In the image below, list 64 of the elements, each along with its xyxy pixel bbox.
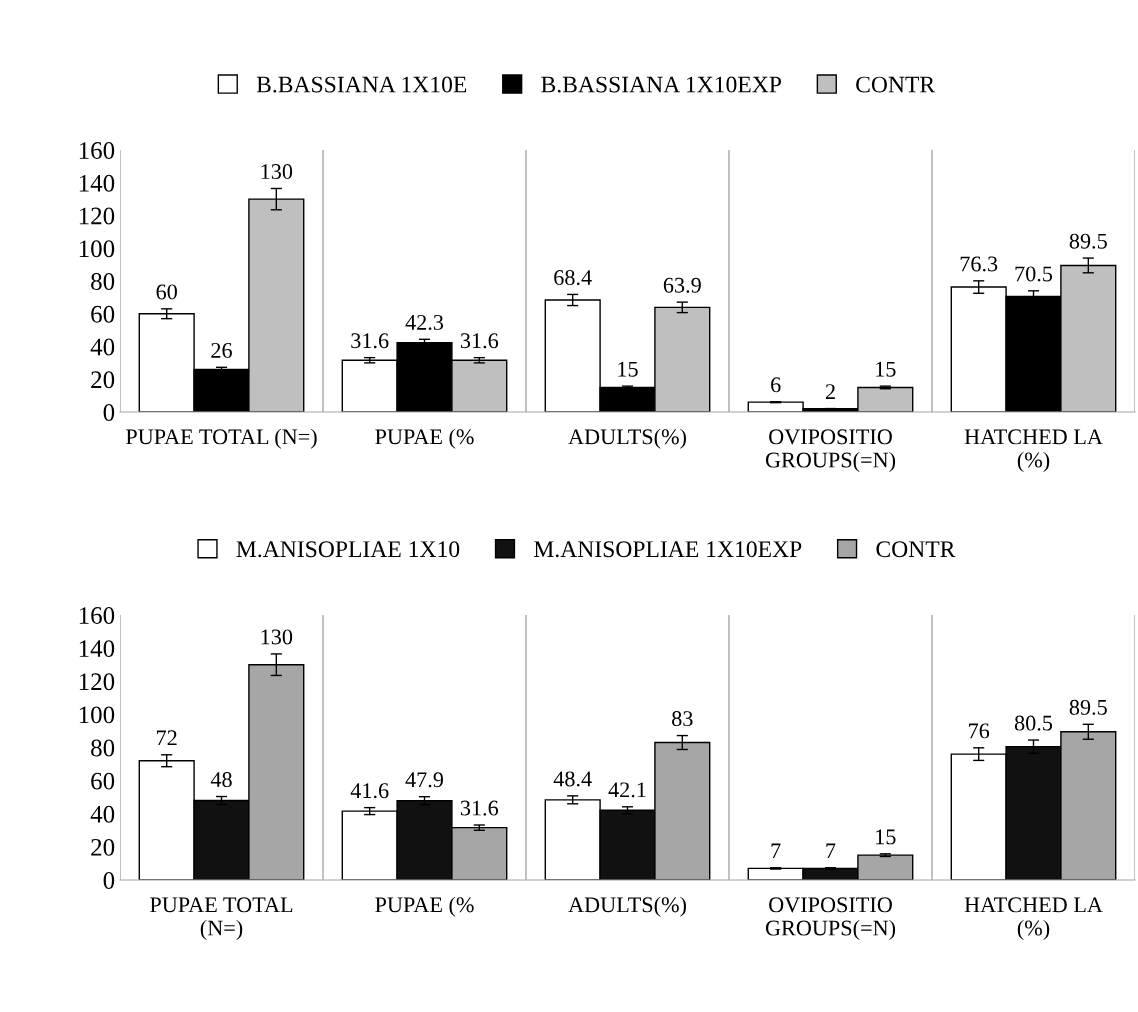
y-tick-label: 40 (90, 338, 115, 356)
data-label: 89.5 (1069, 699, 1107, 715)
data-label: 83 (672, 711, 693, 727)
data-label: 15 (618, 361, 638, 377)
y-tick-label: 80 (91, 739, 115, 757)
data-label: 70.5 (1015, 266, 1053, 282)
data-label: 89.5 (1069, 233, 1107, 249)
data-label: 31.6 (351, 333, 389, 349)
y-tick-label: 20 (91, 838, 115, 856)
y-tick-label: 0 (103, 404, 115, 421)
x-tick-label: OVIPOSITIO GROUPS(=N) (765, 897, 896, 941)
data-label: 76 (969, 723, 990, 739)
y-tick-label: 60 (91, 305, 115, 323)
legend-label: CONTR (856, 76, 936, 93)
y-tick-label: 60 (91, 772, 115, 790)
data-label: 26 (211, 342, 232, 358)
x-tick-label: PUPAE TOTAL (N=) (126, 428, 317, 449)
x-tick-label: OVIPOSITIO GROUPS(=N) (765, 429, 896, 473)
data-label: 48 (210, 772, 232, 788)
data-label: 80.5 (1014, 715, 1053, 731)
data-label: 130 (261, 629, 293, 645)
data-label: 48.4 (553, 771, 592, 787)
legend-label: M.ANISOPLIAE 1X10 (236, 541, 460, 558)
y-tick-label: 120 (79, 673, 115, 691)
y-tick-label: 160 (79, 607, 115, 624)
y-tick-label: 40 (90, 805, 115, 823)
data-label: 15 (876, 361, 896, 377)
data-label: 31.6 (460, 800, 499, 816)
data-label: 130 (261, 164, 293, 180)
y-tick-label: 120 (79, 207, 115, 225)
legend-label: CONTR (876, 541, 956, 558)
y-tick-label: 140 (79, 174, 115, 192)
data-label: 42.1 (608, 782, 646, 798)
data-label: 15 (876, 829, 896, 845)
data-label: 60 (156, 284, 177, 300)
y-tick-label: 80 (91, 273, 115, 290)
data-label: 6 (771, 377, 781, 393)
y-tick-label: 140 (79, 640, 115, 658)
y-tick-label: 100 (79, 706, 115, 724)
data-label: 63.9 (663, 277, 701, 293)
x-tick-label: ADULTS(%) (568, 896, 686, 917)
legend-label: B.BASSIANA 1X10E (256, 76, 467, 93)
x-tick-label: HATCHED LA (%) (964, 429, 1103, 473)
data-label: 41.6 (350, 783, 389, 799)
data-label: 76.3 (960, 256, 998, 272)
y-tick-label: 20 (91, 371, 115, 389)
data-label: 42.3 (405, 314, 444, 330)
x-tick-label: PUPAE (% (375, 896, 474, 917)
legend-label: B.BASSIANA 1X10EXP (541, 76, 781, 93)
x-tick-label: ADULTS(%) (568, 428, 686, 449)
data-label: 72 (157, 730, 177, 746)
y-tick-label: 160 (79, 142, 115, 159)
data-label: 68.4 (554, 270, 592, 286)
y-tick-label: 100 (79, 240, 115, 258)
data-label: 47.9 (405, 772, 444, 788)
x-tick-label: PUPAE (% (375, 428, 474, 449)
data-label: 7 (826, 843, 836, 859)
y-tick-label: 0 (103, 872, 115, 889)
legend-label: M.ANISOPLIAE 1X10EXP (534, 541, 802, 558)
data-label: 7 (771, 843, 781, 859)
x-tick-label: PUPAE TOTAL (N=) (150, 897, 293, 941)
data-label: 2 (825, 384, 835, 399)
x-tick-label: HATCHED LA (%) (964, 897, 1103, 941)
data-label: 31.6 (460, 333, 499, 349)
